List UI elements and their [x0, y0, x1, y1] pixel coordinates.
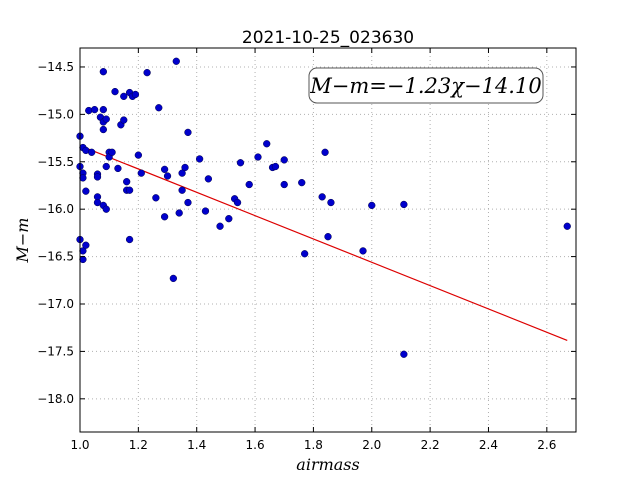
- plot-frame: [79, 47, 577, 433]
- data-point: [178, 169, 186, 177]
- data-point: [181, 163, 189, 172]
- data-point: [152, 194, 160, 202]
- grid-lines: [79, 48, 576, 432]
- x-tick-label: 1.4: [187, 438, 206, 452]
- data-point: [102, 162, 110, 171]
- x-tick-label: 2.0: [362, 438, 381, 452]
- y-tick-label: −16.0: [37, 202, 74, 216]
- data-point: [324, 233, 332, 241]
- data-point: [90, 105, 99, 114]
- data-point: [184, 198, 192, 207]
- data-point: [134, 151, 143, 159]
- fit-line: [79, 145, 568, 341]
- data-point: [368, 201, 376, 210]
- data-point: [137, 169, 145, 177]
- x-tick-label: 2.4: [479, 438, 498, 452]
- data-point: [155, 104, 163, 112]
- data-point: [301, 250, 309, 258]
- data-point: [327, 198, 335, 207]
- data-point: [178, 186, 186, 194]
- data-point: [321, 148, 329, 156]
- data-point: [160, 213, 169, 221]
- y-tick-label: −15.0: [37, 107, 74, 121]
- data-point: [318, 193, 326, 201]
- data-point: [114, 164, 122, 173]
- data-point: [93, 198, 102, 207]
- x-tick-label: 2.6: [537, 438, 556, 452]
- data-point: [271, 162, 280, 171]
- y-tick-label: −17.5: [37, 344, 74, 358]
- x-tick-label: 1.8: [304, 438, 323, 452]
- data-point: [175, 209, 183, 217]
- data-point: [131, 90, 140, 99]
- data-point: [172, 57, 180, 65]
- fit-equation: M−m=−1.23χ−14.10: [309, 74, 541, 98]
- data-point: [160, 165, 169, 174]
- data-point: [225, 215, 233, 223]
- annotation-box: M−m=−1.23χ−14.10: [308, 67, 544, 104]
- y-tick-label: −17.0: [37, 297, 74, 311]
- data-point: [169, 274, 178, 283]
- data-point: [125, 186, 134, 194]
- data-point: [88, 148, 96, 156]
- data-point: [111, 87, 119, 96]
- data-point: [79, 174, 87, 182]
- annotation-frame: [308, 67, 544, 104]
- data-point: [216, 222, 224, 230]
- y-tick-label: −18.0: [37, 392, 74, 406]
- data-point: [99, 105, 107, 114]
- data-point: [93, 173, 102, 181]
- x-axis-label: airmass: [296, 455, 359, 474]
- data-point: [99, 68, 107, 76]
- data-points: [76, 57, 571, 358]
- y-tick-label: −15.5: [37, 155, 74, 169]
- y-tick-label: −16.5: [37, 250, 74, 264]
- data-point: [99, 125, 107, 134]
- data-point: [123, 178, 131, 186]
- data-point: [563, 222, 571, 230]
- data-point: [280, 156, 288, 164]
- data-point: [254, 153, 262, 161]
- axis-ticks: 1.0 1.2 1.4 1.6 1.8 2.0 2.2 2.4 2.6 −14.5 −15.0 −15…: [37, 48, 576, 452]
- data-point: [201, 207, 210, 215]
- fit-line-layer: [79, 145, 568, 341]
- x-tick-label: 1.2: [129, 438, 148, 452]
- data-point: [125, 235, 134, 244]
- data-point: [102, 205, 110, 213]
- data-point: [400, 350, 408, 358]
- data-point: [120, 116, 128, 124]
- x-tick-label: 1.6: [246, 438, 265, 452]
- data-point: [359, 247, 367, 255]
- data-point: [195, 155, 204, 163]
- data-point: [236, 159, 245, 167]
- data-point: [120, 92, 128, 101]
- data-point: [245, 180, 253, 189]
- data-point: [108, 148, 116, 156]
- y-tick-label: −14.5: [37, 60, 74, 74]
- data-point: [163, 172, 172, 180]
- data-point: [298, 178, 306, 187]
- x-tick-label: 2.2: [421, 438, 440, 452]
- data-point: [280, 180, 288, 189]
- data-point: [204, 175, 213, 183]
- data-point: [82, 241, 90, 249]
- chart-title: 2021-10-25_023630: [242, 28, 414, 48]
- data-point: [102, 115, 110, 123]
- data-point: [82, 187, 90, 195]
- data-point: [263, 140, 271, 148]
- data-point: [400, 200, 408, 209]
- data-point: [233, 198, 242, 207]
- y-axis-label: M−m: [13, 218, 32, 264]
- x-tick-label: 1.0: [70, 438, 89, 452]
- data-point: [143, 69, 151, 77]
- data-point: [184, 128, 192, 137]
